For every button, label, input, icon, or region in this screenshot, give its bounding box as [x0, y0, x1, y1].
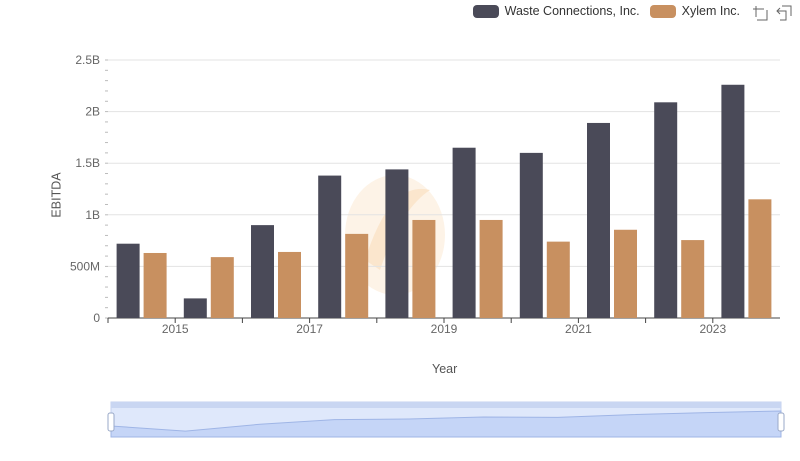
y-axis: 0 500M 1B 1.5B 2B 2.5B: [70, 53, 108, 325]
zoom-in-icon[interactable]: [752, 5, 768, 21]
bar-xylem-2016: [278, 251, 301, 318]
legend-swatch-waste-connections: [472, 4, 499, 18]
bar-waste-connections-2015: [183, 298, 207, 318]
bar-waste-connections-2018: [385, 169, 409, 318]
legend-swatch-xylem: [649, 4, 676, 18]
y-tick-label: 2.5B: [75, 53, 100, 67]
bar-xylem-2023: [748, 199, 772, 318]
y-tick-label: 500M: [70, 259, 100, 273]
bar-waste-connections-2016: [251, 225, 274, 318]
y-tick-label: 0: [93, 311, 100, 325]
zoom-handle-left: [107, 412, 115, 432]
y-axis-title: EBITDA: [49, 172, 64, 218]
bar-xylem-2015: [210, 257, 234, 318]
zoom-slider[interactable]: [107, 401, 785, 438]
y-tick-label: 2B: [85, 105, 100, 119]
y-tick-label: 1.5B: [75, 156, 100, 170]
bar-waste-connections-2017: [318, 175, 342, 318]
x-tick-label: 2015: [162, 322, 189, 336]
bar-xylem-2018: [412, 219, 436, 318]
x-axis-title: Year: [432, 362, 458, 376]
bar-waste-connections-2019: [452, 147, 476, 318]
x-tick-label: 2019: [431, 322, 458, 336]
x-tick-label: 2021: [565, 322, 592, 336]
bar-waste-connections-2023: [721, 84, 745, 318]
restore-icon[interactable]: [776, 5, 792, 21]
x-tick-label: 2023: [699, 322, 726, 336]
bar-waste-connections-2020: [519, 152, 543, 318]
legend: Waste Connections, Inc. Xylem Inc.: [472, 4, 740, 18]
bar-xylem-2020: [546, 241, 570, 318]
legend-label-xylem: Xylem Inc.: [681, 4, 740, 18]
bar-waste-connections-2022: [654, 102, 678, 318]
zoom-top-bar: [111, 402, 781, 408]
x-tick-label: 2017: [296, 322, 323, 336]
bar-xylem-2021: [614, 229, 637, 318]
y-tick-label: 1B: [85, 208, 100, 222]
zoom-preview-area: [110, 410, 782, 438]
bar-xylem-2017: [345, 233, 369, 318]
bar-waste-connections-2021: [587, 122, 610, 319]
legend-label-waste-connections: Waste Connections, Inc.: [504, 4, 640, 18]
legend-item-xylem[interactable]: Xylem Inc.: [649, 4, 740, 18]
bars: [116, 84, 772, 319]
bar-xylem-2022: [681, 240, 705, 318]
chart-toolbar: [752, 5, 792, 21]
bar-waste-connections-2014: [116, 243, 140, 318]
bar-xylem-2014: [143, 252, 167, 318]
bar-xylem-2019: [479, 219, 503, 318]
x-axis: 2015 2017 2019 2021 2023: [107, 317, 780, 336]
legend-item-waste-connections[interactable]: Waste Connections, Inc.: [472, 4, 640, 18]
zoom-handle-right: [777, 412, 785, 432]
